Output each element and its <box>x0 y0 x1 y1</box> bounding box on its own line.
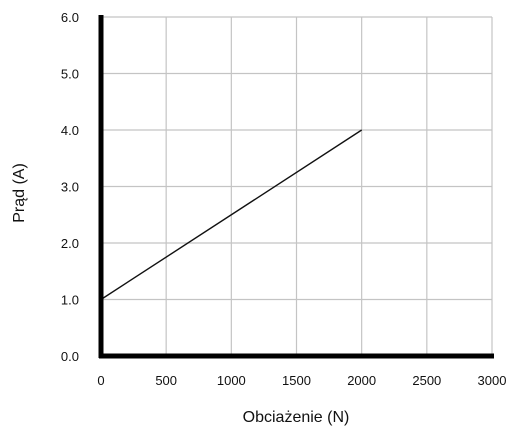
y-axis-title: Prąd (A) <box>11 163 28 223</box>
grid <box>100 16 493 357</box>
series-line-0 <box>100 129 363 301</box>
x-tick-label: 1500 <box>282 373 311 388</box>
y-tick-label: 4.0 <box>61 123 79 138</box>
y-tick-label: 6.0 <box>61 10 79 25</box>
y-tick-labels: 0.0 1.0 2.0 3.0 4.0 5.0 6.0 <box>61 10 79 364</box>
y-tick-label: 0.0 <box>61 349 79 364</box>
x-tick-label: 3000 <box>478 373 507 388</box>
x-tick-labels: 0 500 1000 1500 2000 2500 3000 <box>97 373 506 388</box>
x-tick-label: 2500 <box>412 373 441 388</box>
x-tick-label: 1000 <box>217 373 246 388</box>
y-tick-label: 5.0 <box>61 67 79 82</box>
x-tick-label: 2000 <box>347 373 376 388</box>
series-group <box>100 129 363 301</box>
y-tick-label: 1.0 <box>61 293 79 308</box>
x-tick-label: 500 <box>155 373 177 388</box>
y-tick-label: 2.0 <box>61 236 79 251</box>
x-axis-title: Obciażenie (N) <box>243 409 350 426</box>
axes <box>98 15 494 359</box>
y-tick-label: 3.0 <box>61 180 79 195</box>
x-tick-label: 0 <box>97 373 104 388</box>
